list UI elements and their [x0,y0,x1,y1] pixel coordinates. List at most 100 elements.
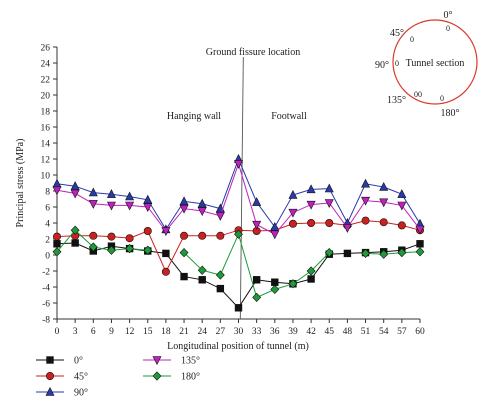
tunnel-section-label: Tunnel section [406,58,465,69]
data-point-s1-2 [89,231,98,240]
data-point-s4-18 [379,249,389,259]
data-point-s3-14 [306,200,316,210]
y-tick-label: 6 [45,203,50,213]
inset-zero-mark: 0 [414,90,418,99]
data-point-s1-3 [107,232,116,241]
data-point-s2-8 [197,198,207,208]
data-point-s3-20 [415,225,425,235]
data-point-s4-11 [252,292,262,303]
data-point-s4-0 [52,247,62,257]
legend-label-4: 180° [181,371,200,382]
data-point-s1-13 [288,219,297,228]
legend-marker-0 [46,356,54,364]
x-tick-label: 48 [343,327,353,337]
ground-fissure-label: Ground fissure location [206,47,300,58]
y-tick-label: -2 [42,267,50,277]
series-line-4 [56,229,148,253]
x-tick-label: 54 [379,327,389,337]
data-point-s4-4 [125,243,135,254]
data-point-s3-1 [70,189,80,199]
data-point-s2-3 [106,189,116,198]
x-tick-label: 9 [109,327,114,337]
data-point-s4-3 [107,245,116,255]
y-tick-label: 18 [41,107,51,117]
legend-label-0: 0° [74,355,83,366]
data-point-s2-19 [397,189,407,198]
legend-label-2: 90° [74,387,88,398]
data-point-s3-9 [215,212,225,221]
data-point-s4-5 [143,245,153,255]
data-point-s1-9 [216,231,225,240]
legend-marker-2 [45,386,55,396]
data-point-s1-14 [307,219,316,228]
x-tick-label: 36 [270,327,280,337]
x-tick-label: 3 [73,327,78,337]
data-point-s2-5 [143,194,153,204]
data-point-s4-13 [288,279,298,289]
x-tick-label: 42 [306,327,316,337]
data-point-s4-1 [70,225,80,235]
data-point-s3-13 [288,208,298,218]
data-point-s3-0 [52,186,62,196]
x-tick-label: 0 [55,327,60,337]
data-point-s3-2 [88,200,98,209]
data-point-s2-1 [70,181,80,190]
y-tick-label: 10 [41,171,51,181]
legend-label-3: 135° [181,355,200,366]
data-point-s2-11 [252,197,262,206]
inset-zero-mark: 0 [446,24,450,33]
data-point-s4-17 [361,248,370,259]
data-point-s3-10 [234,160,243,169]
data-point-s1-5 [143,227,152,236]
y-tick-label: 20 [41,91,51,101]
data-point-s1-0 [52,232,61,241]
series-line-4 [183,232,330,299]
data-point-s3-19 [397,201,407,211]
data-point-s2-4 [125,191,135,201]
angle-label-135: 135° [387,95,406,106]
y-tick-label: 12 [41,155,51,165]
x-tick-label: 15 [143,327,153,337]
data-point-s2-7 [179,196,189,206]
data-point-s3-7 [179,204,189,214]
angle-label-180: 180° [441,108,460,119]
data-point-s4-15 [324,247,334,258]
data-point-s3-18 [379,198,389,208]
data-point-s2-14 [306,184,316,194]
data-point-s1-4 [125,234,134,243]
data-point-s2-17 [361,178,371,188]
hanging-wall-label: Hanging wall [167,111,221,122]
x-tick-label: 60 [415,327,425,337]
y-tick-label: 26 [41,43,51,53]
y-tick-label: 0 [45,251,50,261]
y-tick-label: -4 [42,283,50,293]
data-point-s0-14 [307,275,315,283]
x-tick-label: 12 [125,327,135,337]
data-point-s4-7 [179,247,189,258]
x-tick-label: 30 [234,327,244,337]
legend-marker-1 [45,371,54,380]
data-point-s3-16 [342,224,352,233]
data-point-s0-7 [180,272,188,281]
x-tick-label: 21 [179,327,189,337]
data-point-s0-0 [53,240,61,248]
data-point-s1-19 [397,221,406,230]
inset-zero-mark: 0 [410,35,414,44]
x-tick-label: 33 [252,327,262,337]
y-tick-label: 14 [41,139,51,149]
data-point-s4-20 [415,247,425,257]
data-point-s0-1 [71,239,79,247]
data-point-s3-3 [106,201,116,211]
y-tick-label: -6 [42,299,50,309]
x-axis-label: Longitudinal position of tunnel (m) [167,341,309,352]
x-tick-label: 39 [288,327,298,337]
y-axis-label: Principal stress (MPa) [15,139,26,228]
data-point-s2-15 [324,183,334,193]
data-point-s0-12 [271,278,279,286]
tunnel-section-circle [392,19,478,105]
data-point-s4-2 [88,242,98,252]
x-tick-label: 57 [397,327,407,337]
data-point-s3-11 [252,220,262,230]
data-point-s4-8 [197,265,207,275]
